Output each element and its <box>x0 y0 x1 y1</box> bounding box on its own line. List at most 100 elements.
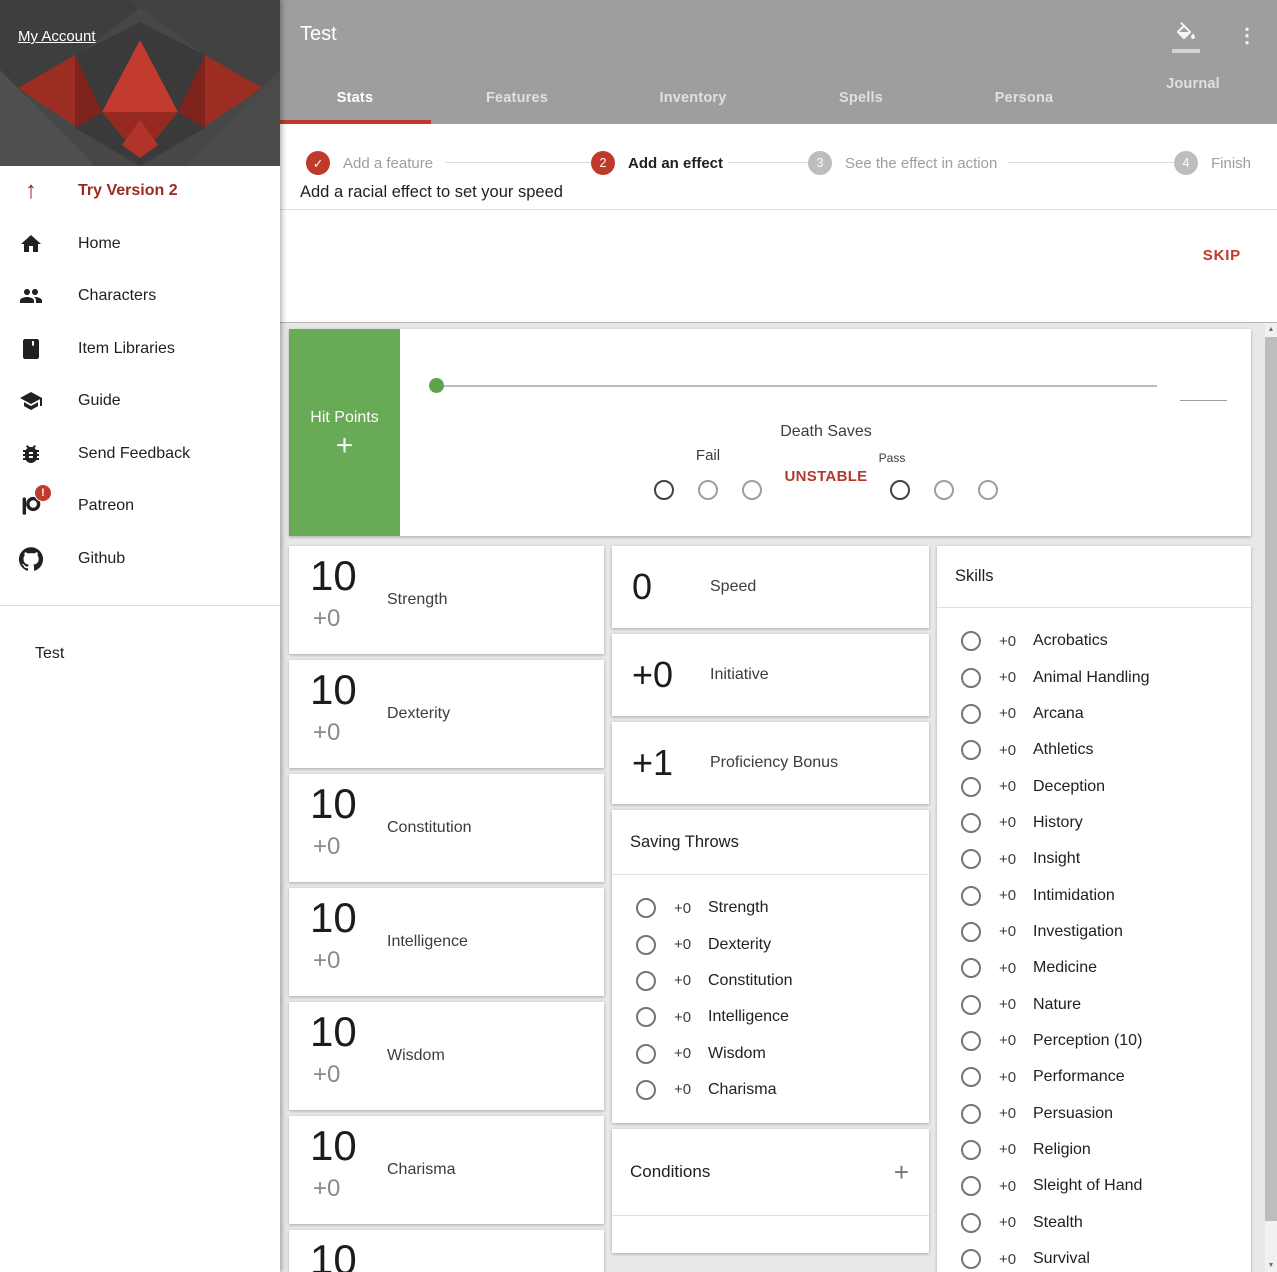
saving-throw-row[interactable]: +0 Intelligence <box>612 999 929 1035</box>
death-save-pass-checkbox[interactable] <box>890 480 910 500</box>
saving-throw-row[interactable]: +0 Constitution <box>612 963 929 999</box>
radio-button[interactable] <box>961 1212 981 1233</box>
radio-button[interactable] <box>636 970 656 991</box>
skill-row[interactable]: +0 Deception <box>937 768 1251 804</box>
radio-button[interactable] <box>636 1079 656 1100</box>
radio-button[interactable] <box>961 1103 981 1124</box>
radio-button[interactable] <box>636 1043 656 1064</box>
stat-value: +0 <box>632 654 674 695</box>
tab-persona[interactable]: Persona <box>994 90 1054 106</box>
radio-button[interactable] <box>961 849 981 870</box>
sidebar-item-home[interactable]: Home <box>0 218 280 271</box>
skill-row[interactable]: +0 Medicine <box>937 950 1251 986</box>
proficiency-bonus-card[interactable]: +1 Proficiency Bonus <box>612 722 929 804</box>
skill-row[interactable]: +0 History <box>937 805 1251 841</box>
radio-button[interactable] <box>961 812 981 833</box>
overflow-menu-icon[interactable]: ⋮ <box>1237 25 1257 47</box>
skill-row[interactable]: +0 Acrobatics <box>937 623 1251 659</box>
save-mod: +0 <box>674 1045 692 1063</box>
radio-button[interactable] <box>961 703 981 724</box>
radio-button[interactable] <box>961 994 981 1015</box>
tab-stats[interactable]: Stats <box>336 90 374 106</box>
radio-button[interactable] <box>636 898 656 919</box>
skill-row[interactable]: +0 Sleight of Hand <box>937 1168 1251 1204</box>
ability-card-strength[interactable]: 10 +0 Strength <box>289 546 604 654</box>
skill-row[interactable]: +0 Persuasion <box>937 1095 1251 1131</box>
ability-card-armor-class[interactable]: 10 Armor Class <box>289 1230 604 1272</box>
skill-row[interactable]: +0 Performance <box>937 1059 1251 1095</box>
hit-points-slider-handle[interactable] <box>429 378 444 393</box>
radio-button[interactable] <box>961 885 981 906</box>
add-condition-button[interactable]: + <box>893 1157 909 1187</box>
skill-row[interactable]: +0 Intimidation <box>937 877 1251 913</box>
tab-journal[interactable]: Journal <box>1166 76 1220 92</box>
radio-button[interactable] <box>961 921 981 942</box>
sidebar-item-item-libraries[interactable]: Item Libraries <box>0 323 280 376</box>
initiative-card[interactable]: +0 Initiative <box>612 634 929 716</box>
hit-points-slider-track[interactable] <box>436 385 1157 387</box>
my-account-link[interactable]: My Account <box>18 28 96 45</box>
github-icon <box>18 546 44 572</box>
tab-inventory[interactable]: Inventory <box>659 90 727 106</box>
death-save-fail-checkbox[interactable] <box>698 480 718 500</box>
radio-button[interactable] <box>961 1176 981 1197</box>
skill-row[interactable]: +0 Stealth <box>937 1205 1251 1241</box>
skill-row[interactable]: +0 Perception (10) <box>937 1023 1251 1059</box>
skill-row[interactable]: +0 Animal Handling <box>937 659 1251 695</box>
skill-row[interactable]: +0 Survival <box>937 1241 1251 1272</box>
sidebar-item-send-feedback[interactable]: Send Feedback <box>0 428 280 481</box>
skill-row[interactable]: +0 Insight <box>937 841 1251 877</box>
scroll-down-arrow[interactable]: ▼ <box>1267 1262 1275 1269</box>
add-hit-points-button[interactable]: + <box>335 429 354 462</box>
ability-card-dexterity[interactable]: 10 +0 Dexterity <box>289 660 604 768</box>
ability-card-constitution[interactable]: 10 +0 Constitution <box>289 774 604 882</box>
tab-features[interactable]: Features <box>485 90 549 106</box>
tab-spells[interactable]: Spells <box>839 90 883 106</box>
saving-throw-row[interactable]: +0 Wisdom <box>612 1035 929 1071</box>
ability-name: Wisdom <box>387 1047 445 1064</box>
radio-button[interactable] <box>961 1139 981 1160</box>
sidebar-item-patreon[interactable]: ! Patreon <box>0 480 280 533</box>
radio-button[interactable] <box>961 667 981 688</box>
radio-button[interactable] <box>636 934 656 955</box>
skill-row[interactable]: +0 Athletics <box>937 732 1251 768</box>
sidebar-item-character-test[interactable]: Test <box>35 645 65 662</box>
radio-button[interactable] <box>961 776 981 797</box>
ability-card-intelligence[interactable]: 10 +0 Intelligence <box>289 888 604 996</box>
skill-row[interactable]: +0 Investigation <box>937 914 1251 950</box>
ability-score: 10 <box>310 780 357 827</box>
radio-button[interactable] <box>636 1007 656 1028</box>
radio-button[interactable] <box>961 740 981 761</box>
skill-row[interactable]: +0 Arcana <box>937 696 1251 732</box>
saving-throw-row[interactable]: +0 Strength <box>612 890 929 926</box>
death-save-fail-checkbox[interactable] <box>742 480 762 500</box>
sidebar-item-guide[interactable]: Guide <box>0 375 280 428</box>
radio-button[interactable] <box>961 1067 981 1088</box>
skill-row[interactable]: +0 Religion <box>937 1132 1251 1168</box>
saving-throw-row[interactable]: +0 Dexterity <box>612 926 929 962</box>
ability-card-wisdom[interactable]: 10 +0 Wisdom <box>289 1002 604 1110</box>
radio-button[interactable] <box>961 631 981 652</box>
sidebar-item-github[interactable]: Github <box>0 533 280 586</box>
conditions-card: Conditions + <box>612 1129 929 1253</box>
theme-paint-button[interactable] <box>1172 22 1202 56</box>
sidebar-item-try-version-2[interactable]: ↑ Try Version 2 <box>0 165 280 218</box>
death-save-pass-checkbox[interactable] <box>978 480 998 500</box>
scroll-up-arrow[interactable]: ▲ <box>1267 326 1275 333</box>
skip-button[interactable]: SKIP <box>1202 247 1241 264</box>
death-save-fail-checkbox[interactable] <box>654 480 674 500</box>
scrollbar-thumb[interactable] <box>1265 337 1277 1221</box>
ability-card-charisma[interactable]: 10 +0 Charisma <box>289 1116 604 1224</box>
radio-button[interactable] <box>961 1249 981 1270</box>
death-save-pass-checkbox[interactable] <box>934 480 954 500</box>
sidebar-item-characters[interactable]: Characters <box>0 270 280 323</box>
vertical-scrollbar[interactable]: ▲ ▼ <box>1265 323 1277 1272</box>
hit-points-panel[interactable]: Hit Points + <box>289 329 400 536</box>
max-hp-input-underline[interactable] <box>1180 400 1227 401</box>
radio-button[interactable] <box>961 958 981 979</box>
speed-card[interactable]: 0 Speed <box>612 546 929 628</box>
skill-row[interactable]: +0 Nature <box>937 986 1251 1022</box>
saving-throw-row[interactable]: +0 Charisma <box>612 1072 929 1108</box>
radio-button[interactable] <box>961 1030 981 1051</box>
sidebar-item-label: Send Feedback <box>78 444 191 462</box>
